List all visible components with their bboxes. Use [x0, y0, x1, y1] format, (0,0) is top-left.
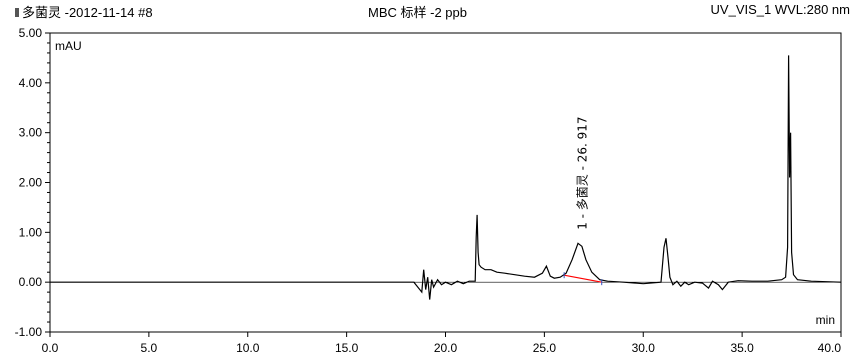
y-tick-label: 2.00	[19, 176, 43, 190]
document-icon	[15, 8, 19, 17]
y-axis-label: mAU	[55, 39, 82, 53]
sample-name: 多菌灵 -2012-11-14 #8	[22, 5, 153, 20]
y-tick-label: 3.00	[19, 126, 43, 140]
x-tick-label: 35.0	[730, 341, 754, 355]
y-tick-label: -1.00	[15, 325, 43, 339]
y-tick-label: 4.00	[19, 76, 43, 90]
peak-baseline	[564, 274, 602, 283]
x-tick-label: 5.0	[141, 341, 158, 355]
x-axis: 0.0 5.0 10.0 15.0 20.0 25.0 30.0 35.0 40.0	[42, 332, 842, 355]
chart-title: MBC 标样 -2 ppb	[368, 5, 467, 20]
x-axis-label: min	[816, 313, 835, 327]
x-tick-label: 0.0	[42, 341, 59, 355]
x-tick-label: 15.0	[335, 341, 359, 355]
x-tick-label: 30.0	[632, 341, 656, 355]
y-tick-label: 0.00	[19, 275, 43, 289]
y-tick-label: 1.00	[19, 225, 43, 239]
x-tick-label: 10.0	[236, 341, 260, 355]
chart-header-left: 多菌灵 -2012-11-14 #8	[15, 2, 153, 21]
plot-frame	[49, 32, 842, 333]
detector-label: UV_VIS_1 WVL:280 nm	[710, 2, 850, 17]
chart-marks: 1 - 多菌灵 - 26. 917	[50, 55, 842, 300]
x-tick-label: 25.0	[533, 341, 557, 355]
x-tick-label: 40.0	[818, 341, 842, 355]
y-axis: -1.00 0.00 1.00 2.00 3.00 4.00 5.00	[15, 26, 50, 339]
y-tick-label: 5.00	[19, 26, 43, 40]
x-tick-label: 20.0	[434, 341, 458, 355]
peak-label: 1 - 多菌灵 - 26. 917	[575, 116, 589, 229]
chromatogram-trace	[50, 55, 842, 300]
